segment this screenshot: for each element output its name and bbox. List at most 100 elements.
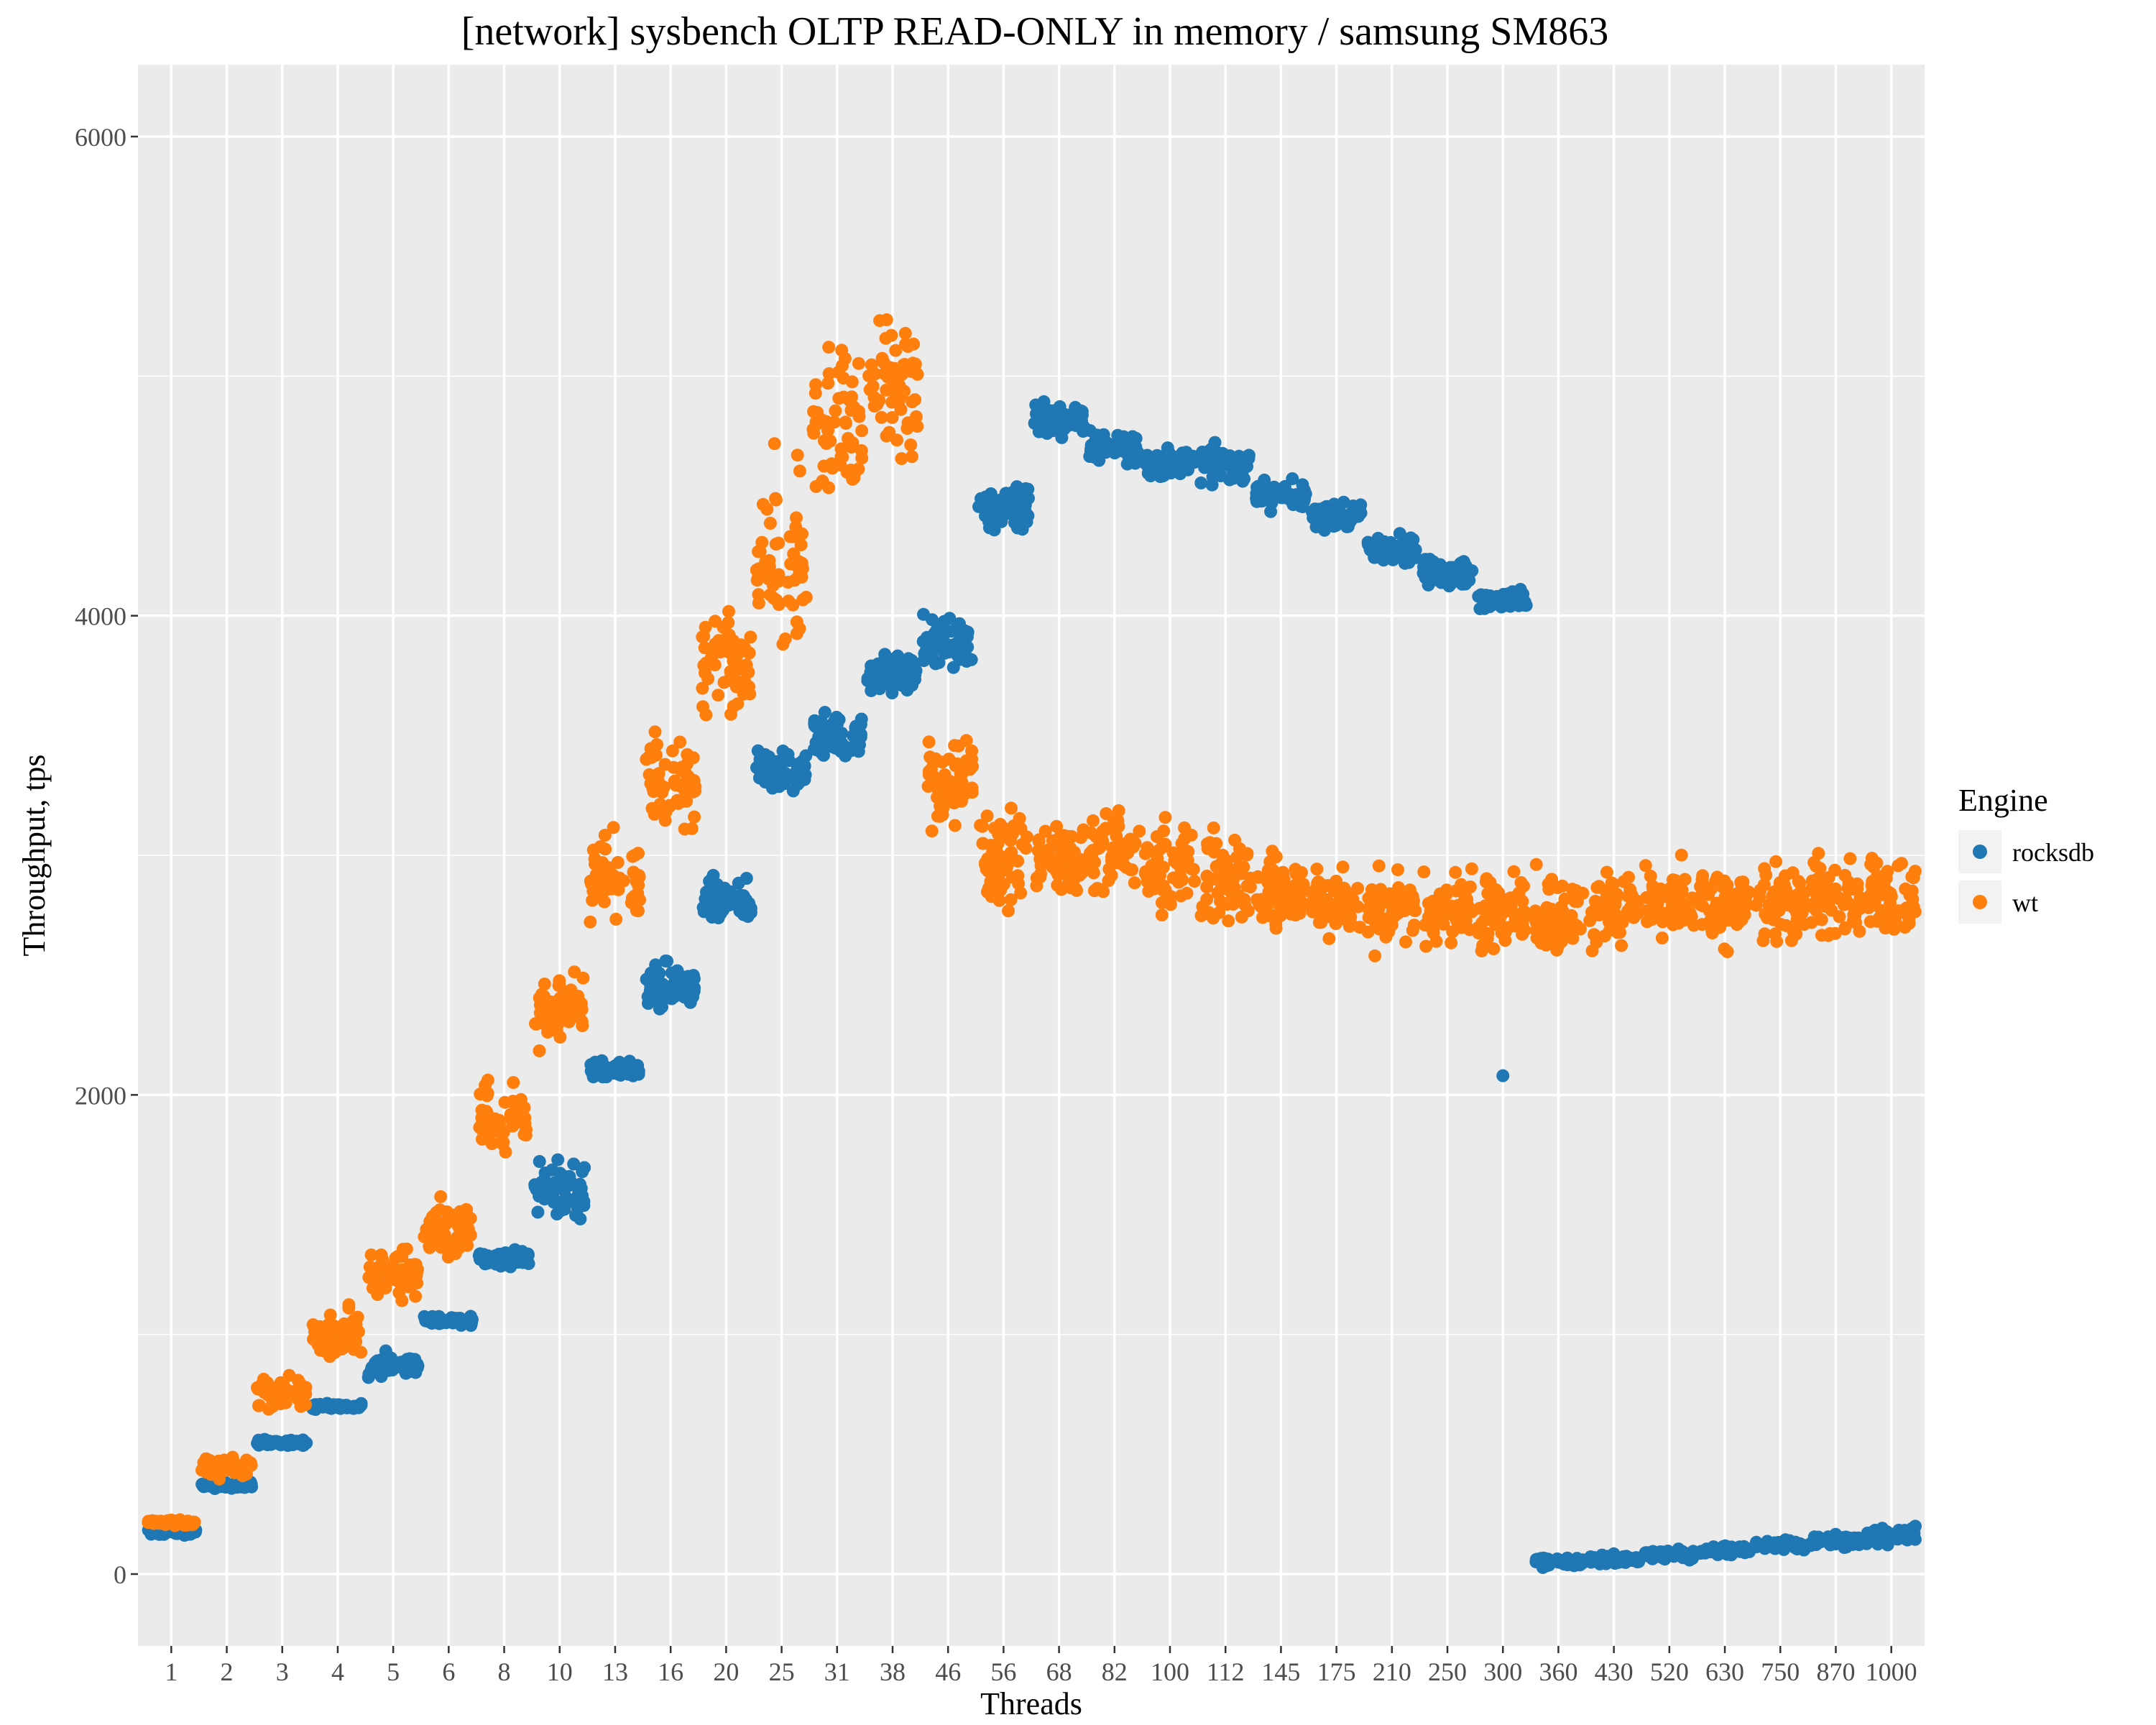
data-point-wt (378, 1258, 392, 1271)
data-point-rocksdb (1479, 589, 1493, 602)
data-point-wt (1719, 896, 1733, 910)
data-point-rocksdb (897, 668, 911, 681)
data-point-wt (363, 1260, 377, 1274)
data-point-wt (1644, 889, 1658, 903)
data-point-wt (921, 780, 935, 793)
data-point-wt (519, 1128, 533, 1142)
data-point-wt (909, 410, 923, 423)
data-point-wt (981, 852, 995, 865)
data-point-wt (787, 547, 801, 561)
data-point-rocksdb (1445, 576, 1458, 590)
data-point-rocksdb (1153, 453, 1167, 466)
data-point-rocksdb (928, 627, 941, 640)
data-point-wt (1805, 898, 1818, 911)
data-point-wt (323, 1308, 337, 1322)
data-point-rocksdb (410, 1361, 424, 1374)
data-point-wt (866, 380, 880, 393)
data-point-wt (1507, 865, 1521, 878)
data-point-wt (1256, 911, 1269, 924)
data-point-wt (1361, 925, 1375, 939)
data-point-wt (1289, 862, 1302, 876)
data-point-wt (822, 341, 836, 354)
data-point-wt (1157, 824, 1171, 838)
data-point-wt (506, 1095, 520, 1109)
data-point-rocksdb (338, 1400, 351, 1414)
data-point-rocksdb (195, 1477, 209, 1491)
data-point-wt (1481, 887, 1495, 901)
x-tick-label: 360 (1539, 1657, 1577, 1686)
data-point-rocksdb (1870, 1530, 1884, 1543)
data-point-rocksdb (655, 1000, 668, 1013)
data-point-wt (1310, 862, 1324, 876)
data-point-wt (1203, 836, 1217, 850)
data-point-wt (1551, 920, 1564, 934)
data-point-wt (976, 837, 990, 850)
data-point-rocksdb (854, 712, 868, 726)
data-point-wt (865, 368, 878, 382)
data-point-wt (573, 1011, 586, 1024)
data-point-wt (879, 331, 893, 345)
data-point-rocksdb (926, 639, 939, 653)
data-point-wt (839, 415, 852, 429)
data-point-wt (885, 410, 899, 424)
data-point-rocksdb (573, 1177, 586, 1191)
data-point-wt (373, 1279, 387, 1293)
x-tick-label: 2 (221, 1657, 234, 1686)
data-point-rocksdb (1250, 481, 1264, 494)
data-point-wt (1232, 888, 1245, 902)
data-point-wt (769, 492, 783, 505)
data-point-rocksdb (687, 972, 701, 985)
data-point-wt (409, 1289, 423, 1303)
y-tick-label: 4000 (75, 602, 126, 631)
data-point-rocksdb (998, 508, 1011, 522)
data-point-rocksdb (1174, 467, 1187, 481)
data-point-wt (335, 1330, 349, 1344)
data-point-rocksdb (1128, 456, 1142, 470)
data-point-wt (1463, 880, 1477, 893)
x-tick-label: 38 (880, 1657, 906, 1686)
data-point-wt (831, 365, 845, 379)
data-point-wt (1011, 855, 1025, 868)
data-point-rocksdb (1215, 459, 1229, 472)
data-point-wt (1669, 874, 1682, 887)
data-point-wt (1734, 901, 1748, 914)
data-point-rocksdb (946, 661, 960, 674)
data-point-rocksdb (1473, 602, 1487, 615)
data-point-rocksdb (1790, 1542, 1804, 1556)
data-point-rocksdb (938, 646, 952, 660)
data-point-wt (1851, 882, 1864, 896)
data-point-wt (1178, 832, 1192, 845)
data-point-wt (1479, 875, 1493, 888)
x-tick-label: 25 (769, 1657, 795, 1686)
data-point-rocksdb (1083, 424, 1097, 438)
data-point-wt (742, 646, 756, 660)
data-point-wt (347, 1313, 361, 1327)
data-point-rocksdb (677, 970, 691, 984)
data-point-rocksdb (1749, 1538, 1763, 1552)
data-point-wt (1004, 893, 1018, 906)
data-point-rocksdb (352, 1401, 366, 1414)
data-point-wt (895, 452, 908, 466)
data-point-wt (1476, 939, 1490, 952)
data-point-wt (1425, 903, 1439, 916)
data-point-wt (699, 708, 713, 722)
x-tick-label: 3 (276, 1657, 289, 1686)
data-point-rocksdb (1021, 482, 1035, 496)
data-point-wt (1820, 894, 1833, 908)
data-point-wt (1720, 878, 1734, 892)
x-tick-label: 1 (165, 1657, 178, 1686)
data-point-wt (395, 1294, 409, 1307)
data-point-wt (1674, 848, 1688, 862)
data-point-wt (959, 734, 973, 748)
data-point-wt (453, 1205, 467, 1218)
data-point-wt (1472, 926, 1485, 940)
data-point-wt (674, 780, 688, 794)
data-point-rocksdb (1096, 432, 1110, 446)
data-point-wt (1194, 909, 1208, 922)
data-point-wt (1235, 910, 1248, 924)
data-point-wt (1128, 837, 1142, 850)
data-point-rocksdb (926, 613, 939, 627)
data-point-wt (1749, 898, 1763, 912)
x-tick-label: 250 (1428, 1657, 1467, 1686)
data-point-wt (1180, 886, 1194, 900)
